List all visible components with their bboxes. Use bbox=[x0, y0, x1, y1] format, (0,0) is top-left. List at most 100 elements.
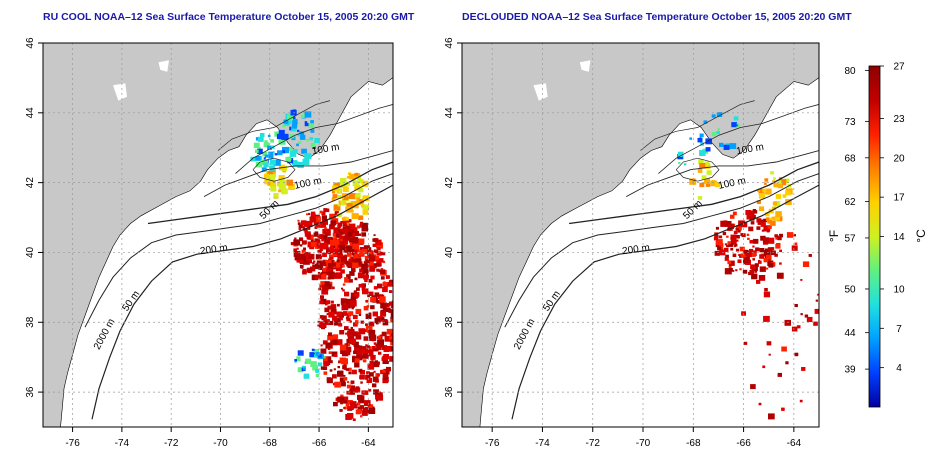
sst-pixel bbox=[800, 279, 803, 281]
sst-pixel bbox=[303, 247, 306, 251]
sst-pixel bbox=[343, 260, 348, 265]
sst-pixel bbox=[756, 280, 761, 284]
sst-pixel bbox=[346, 176, 350, 179]
sst-pixel bbox=[301, 249, 306, 254]
fahrenheit-tick-label: 68 bbox=[844, 153, 856, 164]
sst-pixel bbox=[298, 224, 303, 229]
sst-pixel bbox=[309, 137, 313, 141]
sst-pixel bbox=[313, 232, 319, 237]
sst-pixel bbox=[358, 238, 365, 244]
sst-pixel bbox=[345, 403, 350, 407]
sst-pixel bbox=[350, 382, 354, 385]
sst-pixel bbox=[368, 407, 376, 414]
map-frame bbox=[461, 42, 820, 428]
sst-pixel bbox=[349, 279, 353, 283]
sst-pixel bbox=[711, 131, 717, 137]
sst-pixel bbox=[347, 276, 351, 279]
sst-pixel bbox=[349, 401, 357, 407]
sst-pixel bbox=[306, 213, 308, 216]
sst-pixel bbox=[287, 112, 290, 115]
sst-pixel bbox=[331, 286, 335, 290]
sst-pixel bbox=[385, 307, 391, 312]
lon-tick-label: -68 bbox=[263, 438, 278, 449]
sst-pixel bbox=[325, 356, 332, 362]
sst-pixel bbox=[346, 317, 351, 322]
sst-pixel bbox=[763, 315, 770, 322]
sst-pixel bbox=[763, 225, 771, 232]
fahrenheit-tick-label: 57 bbox=[844, 233, 856, 244]
sst-pixel bbox=[772, 180, 775, 183]
sst-pixel bbox=[737, 259, 742, 263]
depth-contour bbox=[203, 150, 393, 197]
sst-pixel bbox=[321, 274, 327, 279]
sst-pixel bbox=[302, 158, 310, 165]
sst-pixel bbox=[784, 319, 791, 326]
sst-pixel bbox=[348, 193, 355, 200]
sst-pixel bbox=[340, 349, 346, 354]
contour-label: 50 m bbox=[541, 289, 563, 314]
sst-pixel bbox=[329, 305, 335, 310]
sst-pixel bbox=[321, 219, 328, 225]
sst-pixel bbox=[319, 321, 327, 328]
sst-pixel bbox=[321, 211, 326, 216]
sst-pixel bbox=[389, 356, 393, 362]
sst-pixel bbox=[766, 341, 772, 346]
sst-pixel bbox=[382, 260, 386, 264]
sst-pixel bbox=[261, 159, 268, 166]
sst-pixel bbox=[772, 201, 778, 206]
sst-pixel bbox=[346, 413, 354, 419]
celsius-tick-label: 4 bbox=[896, 363, 902, 374]
sst-pixel bbox=[366, 378, 372, 383]
sst-pixel bbox=[745, 210, 751, 215]
sst-pixel bbox=[757, 219, 764, 225]
sst-pixel bbox=[767, 225, 772, 229]
sst-pixel bbox=[369, 334, 377, 341]
sst-pixel bbox=[385, 366, 391, 372]
sst-pixel bbox=[777, 183, 783, 189]
sst-pixel bbox=[326, 377, 332, 382]
sst-pixel bbox=[324, 320, 327, 323]
sst-pixel bbox=[376, 262, 381, 267]
sst-pixel bbox=[778, 179, 783, 184]
sst-pixel bbox=[782, 182, 787, 186]
sst-pixel bbox=[356, 409, 362, 414]
sst-pixel bbox=[750, 264, 756, 270]
sst-pixel bbox=[303, 251, 311, 259]
sst-pixel bbox=[362, 209, 369, 215]
sst-pixel bbox=[322, 267, 328, 272]
sst-pixel bbox=[296, 259, 300, 263]
sst-pixel bbox=[363, 306, 369, 311]
lon-tick-label: -74 bbox=[535, 438, 550, 449]
sst-pixel bbox=[739, 268, 742, 271]
sst-pixel bbox=[732, 270, 735, 272]
sst-pixel bbox=[340, 401, 343, 405]
sst-pixel bbox=[785, 190, 791, 196]
sst-pixel bbox=[348, 311, 353, 316]
sst-pixel bbox=[263, 157, 266, 160]
sst-pixel bbox=[747, 237, 750, 240]
sst-pixel bbox=[263, 162, 269, 168]
sst-pixel bbox=[389, 279, 393, 284]
sst-pixel bbox=[367, 261, 374, 268]
sst-pixel bbox=[727, 223, 734, 230]
sst-pixel bbox=[350, 296, 357, 302]
sst-pixel bbox=[366, 371, 370, 375]
sst-pixel bbox=[364, 255, 372, 262]
sst-pixel bbox=[373, 389, 379, 395]
sst-pixel bbox=[346, 202, 353, 209]
fahrenheit-tick-label: 62 bbox=[844, 197, 856, 208]
sst-pixel bbox=[373, 342, 377, 345]
sst-pixel bbox=[339, 231, 344, 235]
sst-pixel bbox=[264, 140, 268, 144]
sst-pixel bbox=[323, 208, 328, 212]
sst-pixel bbox=[773, 182, 779, 188]
sst-pixel bbox=[304, 111, 312, 118]
sst-pixel bbox=[323, 371, 328, 375]
sst-pixel bbox=[381, 331, 387, 337]
sst-pixel bbox=[730, 239, 737, 245]
sst-pixel bbox=[775, 194, 782, 199]
sst-pixel bbox=[337, 195, 342, 199]
sst-pixel bbox=[374, 317, 381, 324]
sst-pixel bbox=[361, 232, 367, 237]
sst-pixel bbox=[360, 349, 366, 354]
